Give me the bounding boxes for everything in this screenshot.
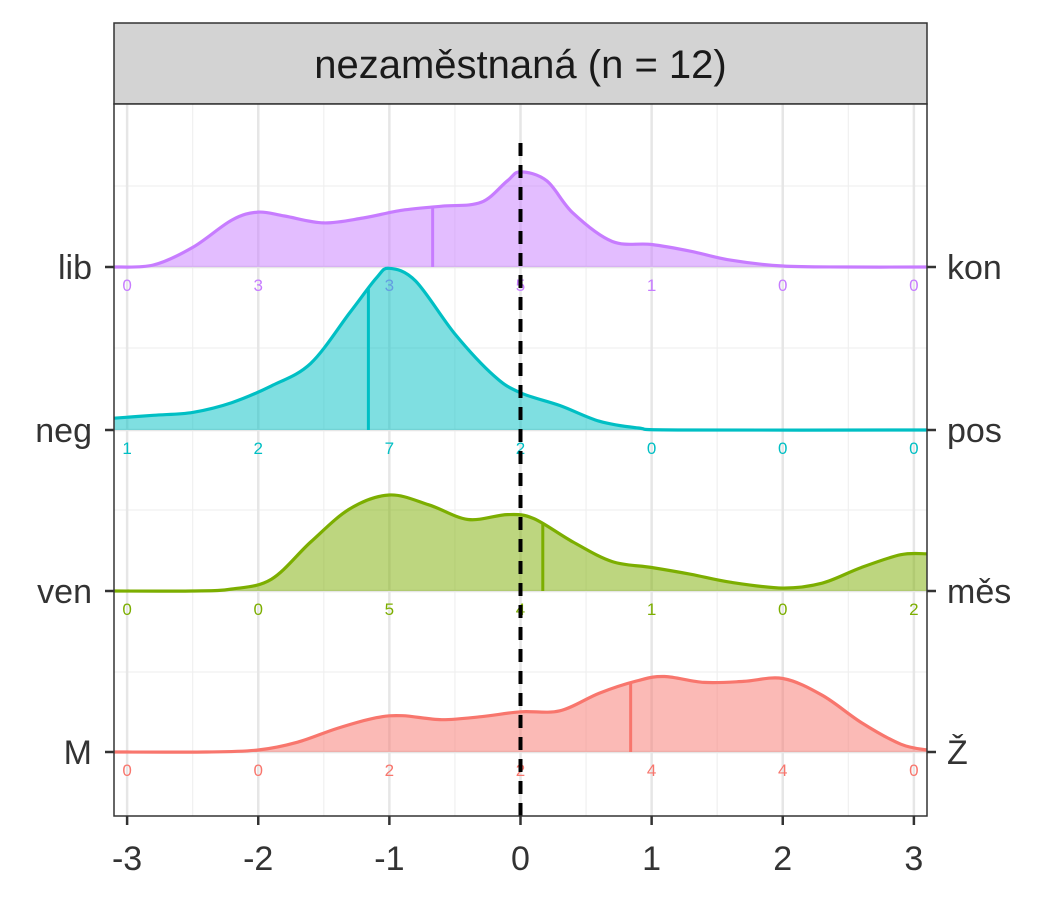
count-label: 0 bbox=[909, 276, 918, 295]
ridge-M-Ž: 0022440 bbox=[113, 674, 928, 780]
count-label: 0 bbox=[909, 761, 918, 780]
y-tick-label-left: M bbox=[64, 734, 92, 772]
count-label: 1 bbox=[647, 600, 656, 619]
count-label: 1 bbox=[647, 276, 656, 295]
count-label: 3 bbox=[254, 276, 263, 295]
x-tick-label: -2 bbox=[243, 840, 273, 878]
facet-strip-background bbox=[113, 22, 928, 105]
facet-strip: nezaměstnaná (n = 12) bbox=[113, 22, 928, 105]
facet-title: nezaměstnaná (n = 12) bbox=[314, 43, 726, 87]
count-label: 0 bbox=[778, 600, 787, 619]
count-label: 2 bbox=[254, 439, 263, 458]
x-tick-label: 1 bbox=[642, 840, 661, 878]
density-area bbox=[114, 268, 927, 431]
density-area bbox=[114, 676, 927, 753]
count-label: 0 bbox=[778, 439, 787, 458]
count-label: 0 bbox=[122, 600, 131, 619]
count-label: 2 bbox=[385, 761, 394, 780]
count-label: 4 bbox=[647, 761, 656, 780]
count-label: 0 bbox=[909, 439, 918, 458]
density-line bbox=[113, 170, 928, 269]
density-line bbox=[113, 493, 928, 593]
count-label: 2 bbox=[909, 600, 918, 619]
density-line bbox=[113, 266, 928, 432]
y-tick-label-left: ven bbox=[37, 573, 92, 611]
x-tick-label: 3 bbox=[904, 840, 923, 878]
x-tick-label: 2 bbox=[773, 840, 792, 878]
count-label: 5 bbox=[385, 600, 394, 619]
y-tick-label-right: Ž bbox=[947, 734, 968, 772]
y-tick-label-right: pos bbox=[947, 412, 1002, 450]
x-tick-label: 0 bbox=[511, 840, 530, 878]
count-label: 1 bbox=[122, 439, 131, 458]
count-label: 0 bbox=[122, 276, 131, 295]
y-tick-label-right: měs bbox=[947, 573, 1011, 611]
density-line bbox=[113, 674, 928, 754]
x-tick-label: -3 bbox=[112, 840, 142, 878]
count-label: 7 bbox=[385, 439, 394, 458]
x-tick-label: -1 bbox=[374, 840, 404, 878]
count-label: 0 bbox=[778, 276, 787, 295]
axes: -3 -2 -1 0 1 2 3 lib kon neg pos ven měs M Ž bbox=[35, 249, 1011, 878]
count-label: 0 bbox=[122, 761, 131, 780]
y-tick-label-right: kon bbox=[947, 249, 1002, 287]
count-label: 0 bbox=[254, 761, 263, 780]
count-label: 2 bbox=[516, 439, 525, 458]
count-label: 0 bbox=[647, 439, 656, 458]
y-tick-label-left: neg bbox=[35, 412, 92, 450]
y-tick-label-left: lib bbox=[58, 249, 92, 287]
count-label: 4 bbox=[778, 761, 787, 780]
count-label: 0 bbox=[254, 600, 263, 619]
